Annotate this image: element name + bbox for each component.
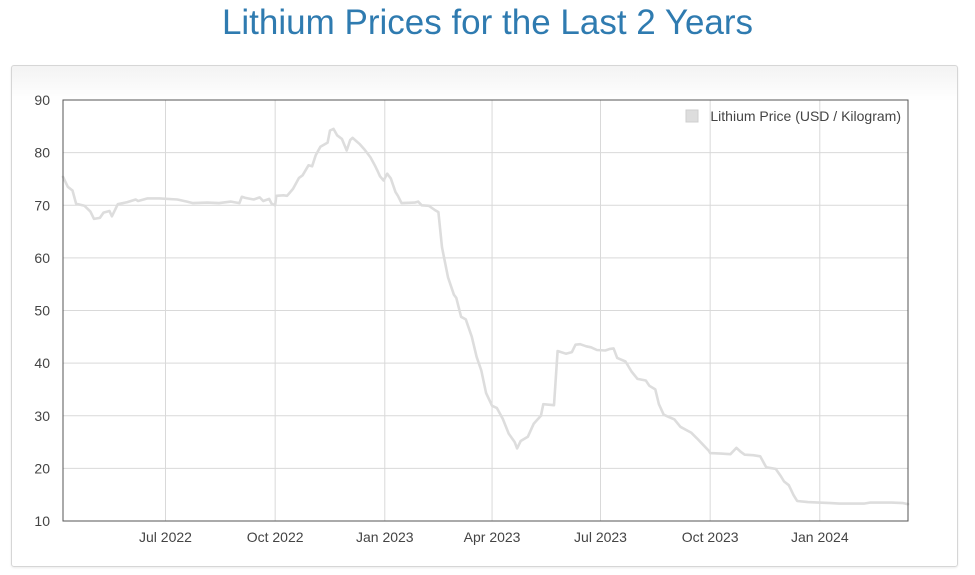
y-tick-label: 10 (34, 513, 50, 529)
x-tick-label: Jan 2023 (356, 529, 414, 545)
grid (63, 99, 908, 522)
y-tick-label: 40 (34, 355, 50, 371)
y-tick-label: 70 (34, 197, 50, 213)
page-title: Lithium Prices for the Last 2 Years (221, 3, 754, 42)
series-line (61, 127, 910, 506)
x-tick-label: Jul 2023 (574, 529, 627, 545)
x-axis: Jul 2022 Oct 2022 Jan 2023 Apr 2023 Jul 2023… (139, 529, 849, 545)
x-tick-label: Apr 2023 (464, 529, 521, 545)
plot-frame (62, 99, 909, 522)
y-tick-label: 20 (34, 460, 50, 476)
series-layer (61, 127, 910, 506)
x-tick-label: Oct 2022 (247, 529, 304, 545)
chart-panel (11, 65, 958, 567)
x-tick-label: Jul 2022 (139, 529, 192, 545)
y-axis: 10 20 30 40 50 60 70 80 90 (34, 92, 50, 529)
legend-label[interactable]: Lithium Price (USD / Kilogram) (710, 108, 901, 124)
x-tick-label: Oct 2023 (682, 529, 739, 545)
y-tick-label: 80 (34, 145, 50, 161)
x-tick-label: Jan 2024 (791, 529, 849, 545)
y-tick-label: 30 (34, 408, 50, 424)
y-tick-label: 60 (34, 250, 50, 266)
y-tick-label: 50 (34, 303, 50, 319)
y-tick-label: 90 (34, 92, 50, 108)
legend-swatch[interactable] (685, 109, 699, 123)
legend[interactable]: Lithium Price (USD / Kilogram) (685, 108, 901, 124)
